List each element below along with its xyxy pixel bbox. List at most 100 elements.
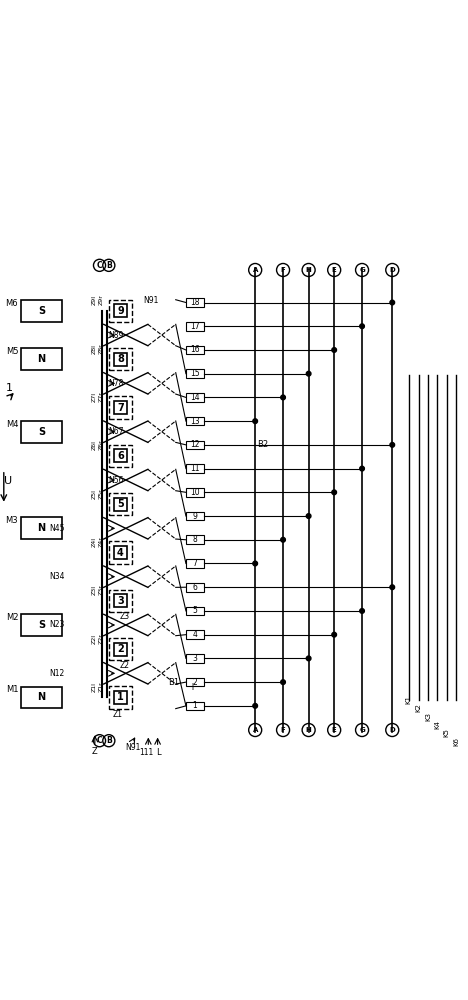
Text: M3: M3 — [6, 516, 18, 525]
Bar — [186, 583, 204, 592]
Bar — [21, 348, 62, 370]
Text: K1: K1 — [406, 695, 411, 704]
Circle shape — [390, 585, 395, 590]
Circle shape — [360, 324, 365, 329]
Text: B1: B1 — [168, 678, 179, 687]
Bar — [186, 654, 204, 663]
Text: Z7l: Z7l — [92, 392, 97, 402]
Text: 5: 5 — [192, 606, 197, 615]
Text: M6: M6 — [6, 299, 18, 308]
Text: Z1l: Z1l — [92, 682, 97, 692]
Text: 4: 4 — [192, 630, 197, 639]
Text: Z6l: Z6l — [92, 440, 97, 450]
Circle shape — [306, 656, 311, 661]
Text: +: + — [189, 682, 197, 692]
Text: 4: 4 — [117, 548, 124, 558]
Text: F: F — [281, 727, 285, 733]
Bar — [21, 421, 62, 443]
Text: Z3l: Z3l — [92, 585, 97, 595]
Text: F: F — [281, 267, 285, 273]
Circle shape — [332, 632, 336, 637]
Circle shape — [390, 300, 395, 305]
Bar — [109, 445, 132, 467]
Text: 1: 1 — [117, 692, 124, 702]
Text: K5: K5 — [444, 729, 450, 737]
Bar — [186, 559, 204, 568]
Text: Z7r: Z7r — [99, 391, 104, 402]
Circle shape — [281, 395, 285, 400]
Bar — [186, 607, 204, 615]
Text: A: A — [253, 267, 258, 273]
Text: E: E — [332, 267, 336, 273]
Text: Z8l: Z8l — [92, 344, 97, 354]
Text: N23: N23 — [49, 620, 65, 629]
Text: H: H — [306, 267, 312, 273]
Bar — [186, 298, 204, 307]
Circle shape — [360, 466, 365, 471]
Text: K3: K3 — [425, 712, 431, 721]
Text: N12: N12 — [49, 669, 65, 678]
Text: 14: 14 — [190, 393, 199, 402]
Text: Z5l: Z5l — [92, 489, 97, 499]
Circle shape — [306, 514, 311, 518]
Text: H: H — [306, 727, 312, 733]
Text: 8: 8 — [192, 535, 197, 544]
Bar — [186, 488, 204, 497]
Bar — [21, 687, 62, 708]
Text: 6: 6 — [117, 451, 124, 461]
Bar — [114, 353, 127, 366]
Text: Z2: Z2 — [120, 661, 130, 670]
Circle shape — [281, 680, 285, 684]
Text: D: D — [389, 727, 395, 733]
Circle shape — [390, 443, 395, 447]
Circle shape — [253, 561, 257, 566]
Text: B: B — [106, 736, 112, 745]
Text: Z9r: Z9r — [99, 294, 104, 305]
Bar — [114, 691, 127, 704]
Text: G: G — [359, 727, 365, 733]
Text: M4: M4 — [6, 420, 18, 429]
Text: 9: 9 — [192, 512, 197, 521]
Text: Z5r: Z5r — [99, 488, 104, 499]
Text: K2: K2 — [416, 704, 422, 712]
Text: Z3: Z3 — [120, 612, 130, 621]
Text: N: N — [37, 523, 45, 533]
Bar — [109, 541, 132, 564]
Circle shape — [360, 609, 365, 613]
Bar — [186, 535, 204, 544]
Text: 1: 1 — [192, 701, 197, 710]
Bar — [186, 702, 204, 710]
Text: N: N — [37, 354, 45, 364]
Text: G: G — [359, 267, 365, 273]
Bar — [114, 546, 127, 559]
Text: 8: 8 — [117, 354, 124, 364]
Text: N91: N91 — [143, 296, 158, 305]
Text: U: U — [4, 476, 12, 486]
Text: 6: 6 — [192, 583, 197, 592]
Text: C: C — [97, 736, 102, 745]
Text: 2: 2 — [117, 644, 124, 654]
Text: N67: N67 — [108, 427, 124, 436]
Text: 2: 2 — [192, 678, 197, 687]
Circle shape — [253, 704, 257, 708]
Text: Z4r: Z4r — [99, 536, 104, 547]
Text: S: S — [38, 306, 45, 316]
Text: 12: 12 — [190, 440, 199, 449]
Bar — [186, 464, 204, 473]
Text: N91: N91 — [125, 743, 140, 752]
Text: Z2l: Z2l — [92, 634, 97, 644]
Text: Z4l: Z4l — [92, 537, 97, 547]
Bar — [186, 512, 204, 520]
Text: 7: 7 — [192, 559, 197, 568]
Circle shape — [281, 537, 285, 542]
Bar — [186, 322, 204, 331]
Bar — [109, 396, 132, 419]
Text: C: C — [97, 261, 102, 270]
Bar — [109, 590, 132, 612]
Bar — [114, 304, 127, 317]
Text: Z2r: Z2r — [99, 633, 104, 644]
Bar — [109, 300, 132, 322]
Text: Z9l: Z9l — [92, 295, 97, 305]
Text: Z1r: Z1r — [99, 681, 104, 692]
Bar — [109, 493, 132, 515]
